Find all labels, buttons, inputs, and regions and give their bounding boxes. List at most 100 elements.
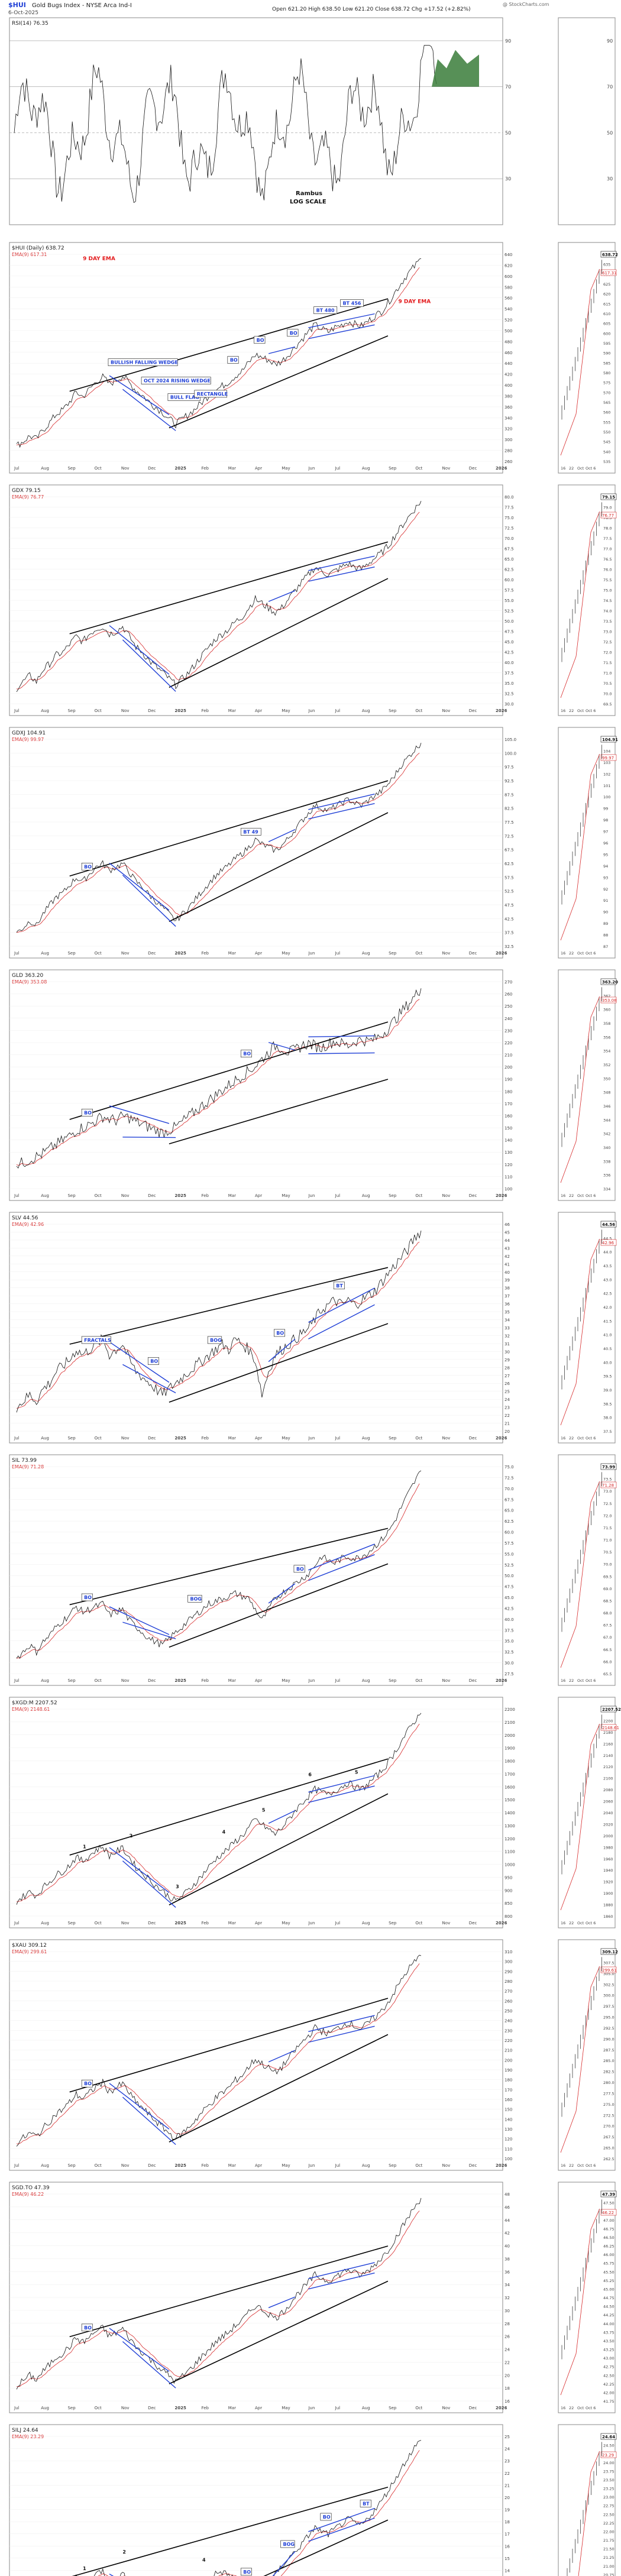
y-tick-label: 75.0 [504, 1465, 514, 1470]
annotation-label: OCT 2024 RISING WEDGE [144, 378, 211, 384]
side-y-tick-label: 336 [603, 1173, 610, 1178]
y-tick-label: 250 [504, 1004, 512, 1009]
side-y-tick-label: 292.5 [603, 2026, 614, 2031]
x-tick-label: Dec [148, 951, 156, 956]
x-tick-label: Nov [121, 1678, 130, 1683]
side-y-tick-label: 560 [603, 410, 610, 415]
side-ema-line [560, 753, 600, 941]
x-tick-label: Sep [67, 1436, 76, 1441]
x-tick-label: Mar [228, 1678, 236, 1683]
x-tick-label: Aug [362, 1436, 370, 1441]
y-tick-label: 33 [504, 1326, 510, 1331]
y-tick-label: 19 [504, 2508, 510, 2513]
annotation-label: BOG [283, 2542, 295, 2547]
y-tick-label: 420 [504, 373, 512, 377]
annotation-box [227, 356, 239, 364]
annotation-label: BO [84, 2325, 92, 2331]
last-value-label: 44.56 [602, 1222, 615, 1227]
x-tick-label: Jul [335, 2406, 341, 2410]
side-y-tick-label: 43.50 [603, 2339, 614, 2344]
x-tick-label: Jul [14, 2163, 20, 2168]
y-tick-label: 62.5 [504, 568, 514, 572]
side-y-tick-label: 595 [603, 341, 610, 346]
x-tick-label: Aug [41, 951, 49, 956]
side-y-tick-label: 585 [603, 361, 610, 365]
side-y-tick-label: 620 [603, 292, 610, 297]
annotation-box [333, 1281, 345, 1290]
y-tick-label: 130 [504, 1150, 512, 1155]
side-y-tick-label: 1920 [603, 1880, 613, 1885]
ema-value-box [600, 996, 617, 1004]
side-y-tick-label: 47.00 [603, 2218, 614, 2223]
y-tick-label: 1200 [504, 1837, 515, 1842]
side-y-tick-label: 104 [603, 749, 610, 753]
y-tick-label: 60.0 [504, 578, 514, 582]
y-tick-label: 97.5 [504, 765, 514, 770]
x-tick-label: Sep [389, 1678, 397, 1683]
side-panel-frame [558, 1454, 616, 1686]
x-tick-label: 2026 [496, 1678, 507, 1683]
upper-trendline [69, 541, 389, 635]
x-tick-label: Jul [14, 2406, 20, 2410]
x-tick-label: Aug [41, 1678, 49, 1683]
side-y-tick-label: 74.5 [603, 598, 612, 603]
pattern-line [308, 324, 375, 339]
y-tick-label: 65.0 [504, 1509, 514, 1513]
y-tick-label: 360 [504, 405, 512, 410]
last-value-label: 638.72 [602, 253, 618, 257]
side-x-tick-label: 16 [561, 708, 565, 713]
panel-title: $XAU 309.12 [12, 1943, 47, 1949]
annotation-label: BO [257, 338, 264, 343]
pattern-line [109, 625, 170, 675]
side-y-tick-label: 290.0 [603, 2037, 614, 2041]
annotation-label: BO [84, 1110, 92, 1115]
x-tick-label: 2026 [496, 1193, 507, 1198]
side-y-tick-label: 75.0 [603, 588, 612, 593]
x-tick-label: Nov [121, 951, 130, 956]
y-tick-label: 45 [504, 1230, 510, 1235]
x-tick-label: Dec [148, 1193, 156, 1198]
annotation-box [240, 2568, 252, 2576]
y-tick-label: 640 [504, 253, 512, 257]
side-y-tick-label: 47.50 [603, 2201, 614, 2206]
ema-line [16, 1483, 420, 1659]
y-tick-label: 23 [504, 1406, 510, 1410]
x-tick-label: 2026 [496, 2163, 507, 2168]
ema-line [16, 1963, 420, 2144]
y-tick-label: 270 [504, 1989, 512, 1994]
last-value-label: 309.12 [602, 1950, 618, 1954]
y-tick-label: 42.5 [504, 1606, 514, 1611]
y-tick-label: 2100 [504, 1720, 515, 1725]
y-tick-label: 1400 [504, 1811, 515, 1816]
y-tick-label: 27.5 [504, 1672, 514, 1677]
side-y-tick-label: 42.5 [603, 1292, 612, 1296]
price-line [16, 2198, 422, 2390]
annotation-box [240, 828, 261, 836]
side-y-tick-label: 41.0 [603, 1333, 612, 1338]
symbol-label: $HUI [8, 1, 26, 9]
price-line [16, 1230, 422, 1413]
side-y-tick-label: 21.75 [603, 2538, 614, 2543]
y-tick-label: 37 [504, 1294, 510, 1299]
y-tick-label: 21 [504, 1422, 510, 1426]
y-tick-label: 34 [504, 1318, 510, 1323]
side-y-tick-label: 1940 [603, 1868, 613, 1873]
y-tick-label: 37.5 [504, 1628, 514, 1633]
side-y-tick-label: 362 [603, 993, 610, 998]
side-y-tick-label: 2120 [603, 1765, 613, 1769]
side-y-tick-label: 79.0 [603, 506, 612, 510]
side-panel-frame [558, 969, 616, 1201]
y-tick-label: 24 [504, 1397, 510, 1402]
side-y-tick-label: 46.75 [603, 2227, 614, 2231]
y-tick-label: 72.5 [504, 834, 514, 839]
x-tick-label: Sep [67, 1921, 76, 1925]
pattern-line [109, 1606, 170, 1635]
y-tick-label: 18 [504, 2520, 510, 2525]
side-y-tick-label: 73.0 [603, 1489, 612, 1494]
y-tick-label: 1500 [504, 1798, 515, 1802]
side-ema-line [560, 1238, 600, 1426]
pattern-line [109, 2328, 170, 2372]
x-tick-label: Oct [95, 2163, 102, 2168]
side-x-tick-label: Oct 6 [586, 951, 596, 956]
y-tick-label: 31 [504, 1342, 510, 1347]
